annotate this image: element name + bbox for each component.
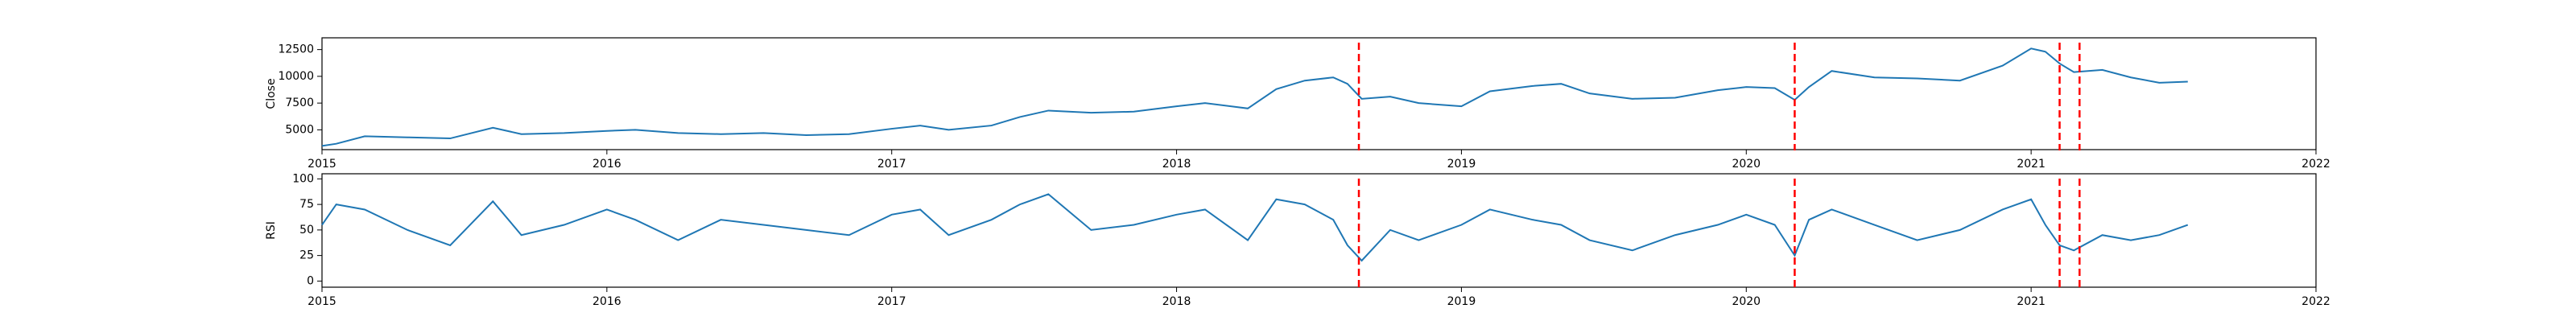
axes-frame <box>321 37 2317 150</box>
y-tick-label: 7500 <box>285 97 314 109</box>
x-tick-label: 2016 <box>592 295 621 308</box>
x-tick-label: 2022 <box>2301 295 2330 308</box>
x-tick-label: 2019 <box>1447 295 1476 308</box>
y-tick-label: 12500 <box>278 43 314 56</box>
y-axis-label: RSI <box>265 221 278 240</box>
x-tick-label: 2017 <box>877 158 906 171</box>
y-tick-label: 50 <box>299 224 314 237</box>
x-tick-label: 2015 <box>308 295 336 308</box>
x-tick-label: 2020 <box>1732 295 1761 308</box>
y-tick-label: 10000 <box>278 70 314 83</box>
x-tick-label: 2018 <box>1162 295 1191 308</box>
axes-frame <box>321 173 2317 288</box>
x-tick-label: 2020 <box>1732 158 1761 171</box>
price-line <box>321 47 2188 147</box>
x-tick-label: 2021 <box>2017 295 2046 308</box>
x-tick-label: 2021 <box>2017 158 2046 171</box>
x-tick-label: 2017 <box>877 295 906 308</box>
y-axis-label: Close <box>265 78 278 109</box>
x-tick-label: 2015 <box>308 158 336 171</box>
x-tick-label: 2016 <box>592 158 621 171</box>
y-tick-label: 0 <box>307 274 314 287</box>
x-tick-label: 2019 <box>1447 158 1476 171</box>
y-tick-label: 75 <box>299 198 314 211</box>
y-tick-label: 100 <box>292 172 314 185</box>
y-tick-label: 25 <box>299 249 314 262</box>
x-tick-label: 2022 <box>2301 158 2330 171</box>
y-tick-label: 5000 <box>285 123 314 136</box>
price-line <box>321 193 2189 262</box>
x-tick-label: 2018 <box>1162 158 1191 171</box>
